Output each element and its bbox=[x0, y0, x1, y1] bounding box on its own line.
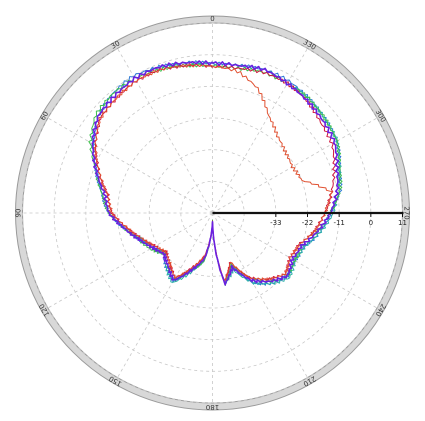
grid-spoke bbox=[117, 48, 213, 214]
grid-spoke bbox=[117, 212, 213, 378]
radial-tick-label-1: -22 bbox=[302, 219, 313, 227]
angle-label-60: 60 bbox=[39, 110, 50, 122]
radial-tick-label-2: -11 bbox=[333, 219, 344, 227]
series-line-6 bbox=[91, 60, 340, 286]
angle-label-180: 180 bbox=[206, 403, 219, 411]
grid-spoke bbox=[212, 48, 308, 214]
angle-label-30: 30 bbox=[110, 39, 122, 50]
grid-spoke bbox=[212, 212, 378, 309]
angle-label-270: 270 bbox=[403, 206, 411, 219]
radial-tick-label-3: 0 bbox=[369, 219, 373, 227]
grid-spoke bbox=[212, 212, 308, 378]
angle-label-90: 90 bbox=[15, 209, 23, 218]
series-line-3 bbox=[88, 63, 343, 287]
angle-label-0: 0 bbox=[210, 15, 214, 23]
grid-spoke bbox=[47, 212, 213, 309]
radial-tick-label-0: -33 bbox=[270, 219, 281, 227]
grid-spoke bbox=[212, 117, 378, 214]
series-layer bbox=[88, 60, 343, 287]
radial-axis: -33 -22 -11 0 11 bbox=[212, 211, 407, 227]
radial-tick-label-4: 11 bbox=[398, 219, 407, 227]
grid-spoke bbox=[47, 117, 213, 214]
